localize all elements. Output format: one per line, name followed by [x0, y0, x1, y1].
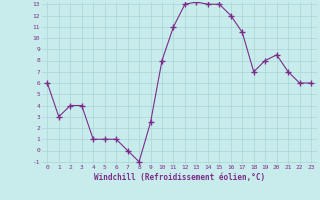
X-axis label: Windchill (Refroidissement éolien,°C): Windchill (Refroidissement éolien,°C) — [94, 173, 265, 182]
